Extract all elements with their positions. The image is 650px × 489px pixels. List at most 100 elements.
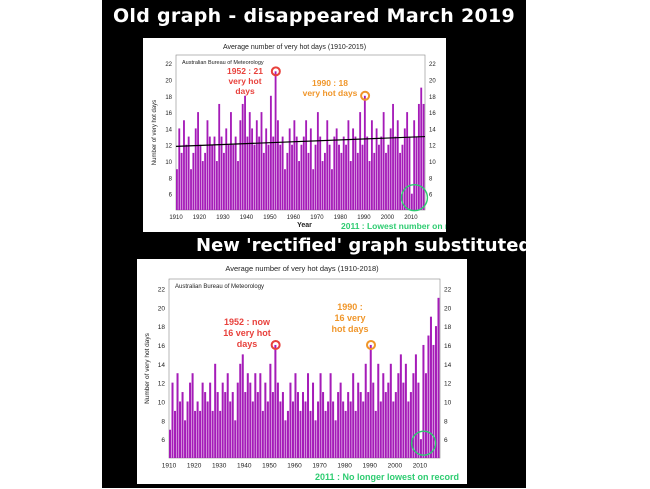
bar-1954: [279, 401, 282, 458]
bar-1922: [204, 152, 207, 210]
bar-2012: [415, 136, 418, 210]
x-tick: 1920: [193, 215, 207, 221]
bar-2003: [402, 382, 405, 458]
bar-1912: [180, 152, 183, 210]
y-tick-right: 22: [444, 286, 452, 293]
bar-2006: [401, 144, 404, 210]
x-tick: 1980: [334, 215, 348, 221]
y-axis-label: Number of very hot days: [144, 332, 151, 404]
bar-1950: [269, 95, 272, 210]
bar-2013: [417, 103, 420, 210]
bar-1990: [369, 344, 372, 458]
y-tick-right: 8: [444, 418, 448, 425]
bar-1948: [265, 128, 268, 210]
bar-1958: [288, 128, 291, 210]
bar-1944: [255, 120, 258, 210]
source-label: Australian Bureau of Meteorology: [175, 284, 264, 290]
bar-2013: [427, 335, 430, 458]
bar-1950: [269, 363, 272, 458]
bar-1917: [186, 401, 189, 458]
bar-1915: [187, 136, 190, 210]
bar-1970: [316, 112, 319, 210]
bar-2002: [399, 354, 402, 458]
y-tick-right: 14: [429, 127, 436, 133]
x-tick: 1950: [263, 215, 277, 221]
bar-2015: [422, 103, 425, 210]
bar-1994: [379, 401, 382, 458]
y-tick-right: 14: [444, 362, 452, 369]
bar-1953: [276, 382, 279, 458]
y-tick-left: 12: [165, 144, 172, 150]
bar-1920: [199, 144, 202, 210]
bar-1978: [335, 128, 338, 210]
bar-1992: [374, 410, 377, 458]
y-tick-right: 6: [429, 193, 433, 199]
bar-1977: [333, 136, 336, 210]
bar-1937: [236, 382, 239, 458]
y-tick-right: 6: [444, 437, 448, 444]
bar-1935: [231, 392, 234, 458]
bar-1963: [301, 392, 304, 458]
bar-1938: [239, 363, 242, 458]
bar-1960: [294, 373, 297, 458]
bar-1930: [222, 152, 225, 210]
bar-1929: [216, 392, 219, 458]
bar-1995: [382, 373, 385, 458]
bar-1976: [331, 169, 333, 210]
x-tick: 1990: [357, 215, 371, 221]
bar-1949: [266, 401, 269, 458]
y-tick-right: 12: [444, 381, 452, 388]
annotation-text-1952: very hot: [228, 76, 261, 86]
bar-1955: [281, 136, 284, 210]
bar-1956: [284, 420, 287, 458]
x-tick: 2000: [388, 463, 403, 470]
bar-1982: [349, 401, 352, 458]
bar-2014: [429, 316, 432, 458]
bar-1931: [221, 382, 224, 458]
bar-1940: [244, 392, 247, 458]
bar-1946: [260, 112, 263, 210]
annotation-text-1952: 1952 : now: [224, 317, 271, 327]
bar-1911: [171, 382, 174, 458]
bar-1945: [258, 136, 261, 210]
bar-1969: [317, 401, 320, 458]
bar-2010: [419, 439, 422, 458]
bar-1928: [218, 103, 221, 210]
y-tick-left: 8: [161, 418, 165, 425]
bar-1973: [323, 152, 326, 210]
bar-1934: [229, 401, 232, 458]
annotation-text-2011: 2011 : Lowest number on record: [341, 221, 446, 231]
y-tick-right: 18: [444, 324, 452, 331]
bar-1968: [314, 420, 317, 458]
bar-1965: [305, 120, 308, 210]
bar-2009: [408, 136, 411, 210]
y-axis-label: Number of very hot days: [152, 100, 158, 165]
bar-1968: [312, 169, 315, 210]
bar-2015: [432, 344, 435, 458]
bar-1945: [256, 392, 259, 458]
y-tick-left: 14: [165, 127, 172, 133]
bar-1943: [251, 401, 254, 458]
y-tick-right: 8: [429, 176, 433, 182]
bar-1948: [264, 382, 267, 458]
bar-1922: [199, 410, 202, 458]
bar-1976: [334, 420, 337, 458]
bar-1942: [249, 382, 252, 458]
x-tick: 1920: [187, 463, 202, 470]
bar-1961: [295, 136, 298, 210]
bar-1967: [312, 382, 315, 458]
y-tick-right: 18: [429, 95, 436, 101]
y-tick-right: 12: [429, 144, 436, 150]
bar-1999: [392, 401, 395, 458]
y-tick-left: 10: [165, 160, 172, 166]
bar-1936: [234, 420, 237, 458]
bar-2005: [407, 401, 410, 458]
x-tick: 1970: [310, 215, 324, 221]
bar-1926: [209, 382, 212, 458]
bar-1914: [185, 144, 188, 210]
x-tick: 1970: [312, 463, 327, 470]
bar-1956: [284, 169, 286, 210]
bar-1949: [267, 144, 270, 210]
bar-1952: [274, 71, 277, 210]
bar-1989: [361, 144, 364, 210]
